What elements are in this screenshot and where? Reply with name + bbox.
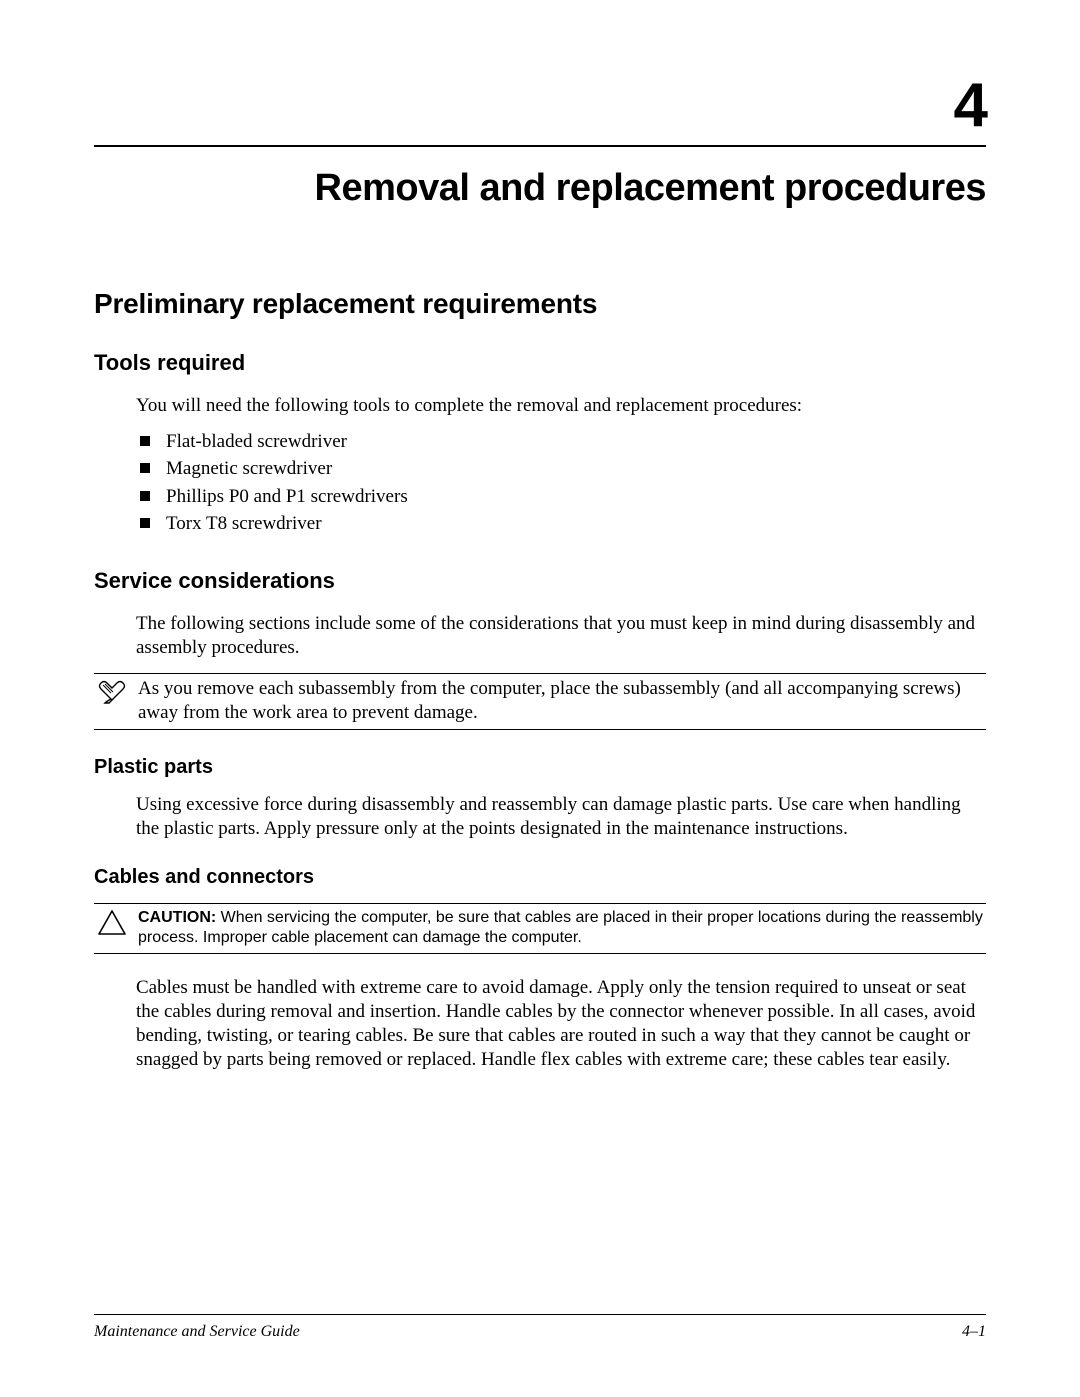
note-text: As you remove each subassembly from the … bbox=[138, 677, 986, 725]
plastic-body: Using excessive force during disassembly… bbox=[136, 793, 986, 841]
list-item: Phillips P0 and P1 screwdrivers bbox=[136, 483, 986, 511]
caution-box: CAUTION: When servicing the computer, be… bbox=[94, 903, 986, 954]
cables-body: Cables must be handled with extreme care… bbox=[136, 976, 986, 1071]
page-footer: Maintenance and Service Guide 4–1 bbox=[94, 1314, 986, 1341]
subsection-heading-tools: Tools required bbox=[94, 350, 986, 376]
caution-text: CAUTION: When servicing the computer, be… bbox=[138, 908, 986, 948]
plastic-block: Using excessive force during disassembly… bbox=[94, 793, 986, 841]
list-item: Torx T8 screwdriver bbox=[136, 510, 986, 538]
footer-left: Maintenance and Service Guide bbox=[94, 1323, 300, 1341]
subsection-heading-cables: Cables and connectors bbox=[94, 866, 986, 889]
section-heading-preliminary: Preliminary replacement requirements bbox=[94, 288, 986, 320]
caution-icon bbox=[94, 908, 130, 938]
note-icon bbox=[94, 677, 130, 707]
caution-label: CAUTION: bbox=[138, 909, 216, 926]
chapter-number: 4 bbox=[94, 70, 986, 141]
chapter-rule bbox=[94, 145, 986, 147]
service-intro: The following sections include some of t… bbox=[136, 612, 986, 660]
cables-block: Cables must be handled with extreme care… bbox=[94, 976, 986, 1071]
footer-right: 4–1 bbox=[962, 1323, 986, 1341]
subsection-heading-service: Service considerations bbox=[94, 568, 986, 594]
tools-list: Flat-bladed screwdriver Magnetic screwdr… bbox=[136, 428, 986, 538]
caution-body: When servicing the computer, be sure tha… bbox=[138, 909, 983, 946]
tools-intro: You will need the following tools to com… bbox=[136, 394, 986, 418]
subsection-heading-plastic: Plastic parts bbox=[94, 756, 986, 779]
tools-block: You will need the following tools to com… bbox=[94, 394, 986, 538]
chapter-title: Removal and replacement procedures bbox=[94, 167, 986, 210]
list-item: Flat-bladed screwdriver bbox=[136, 428, 986, 456]
note-box: As you remove each subassembly from the … bbox=[94, 673, 986, 730]
list-item: Magnetic screwdriver bbox=[136, 455, 986, 483]
service-block: The following sections include some of t… bbox=[94, 612, 986, 660]
